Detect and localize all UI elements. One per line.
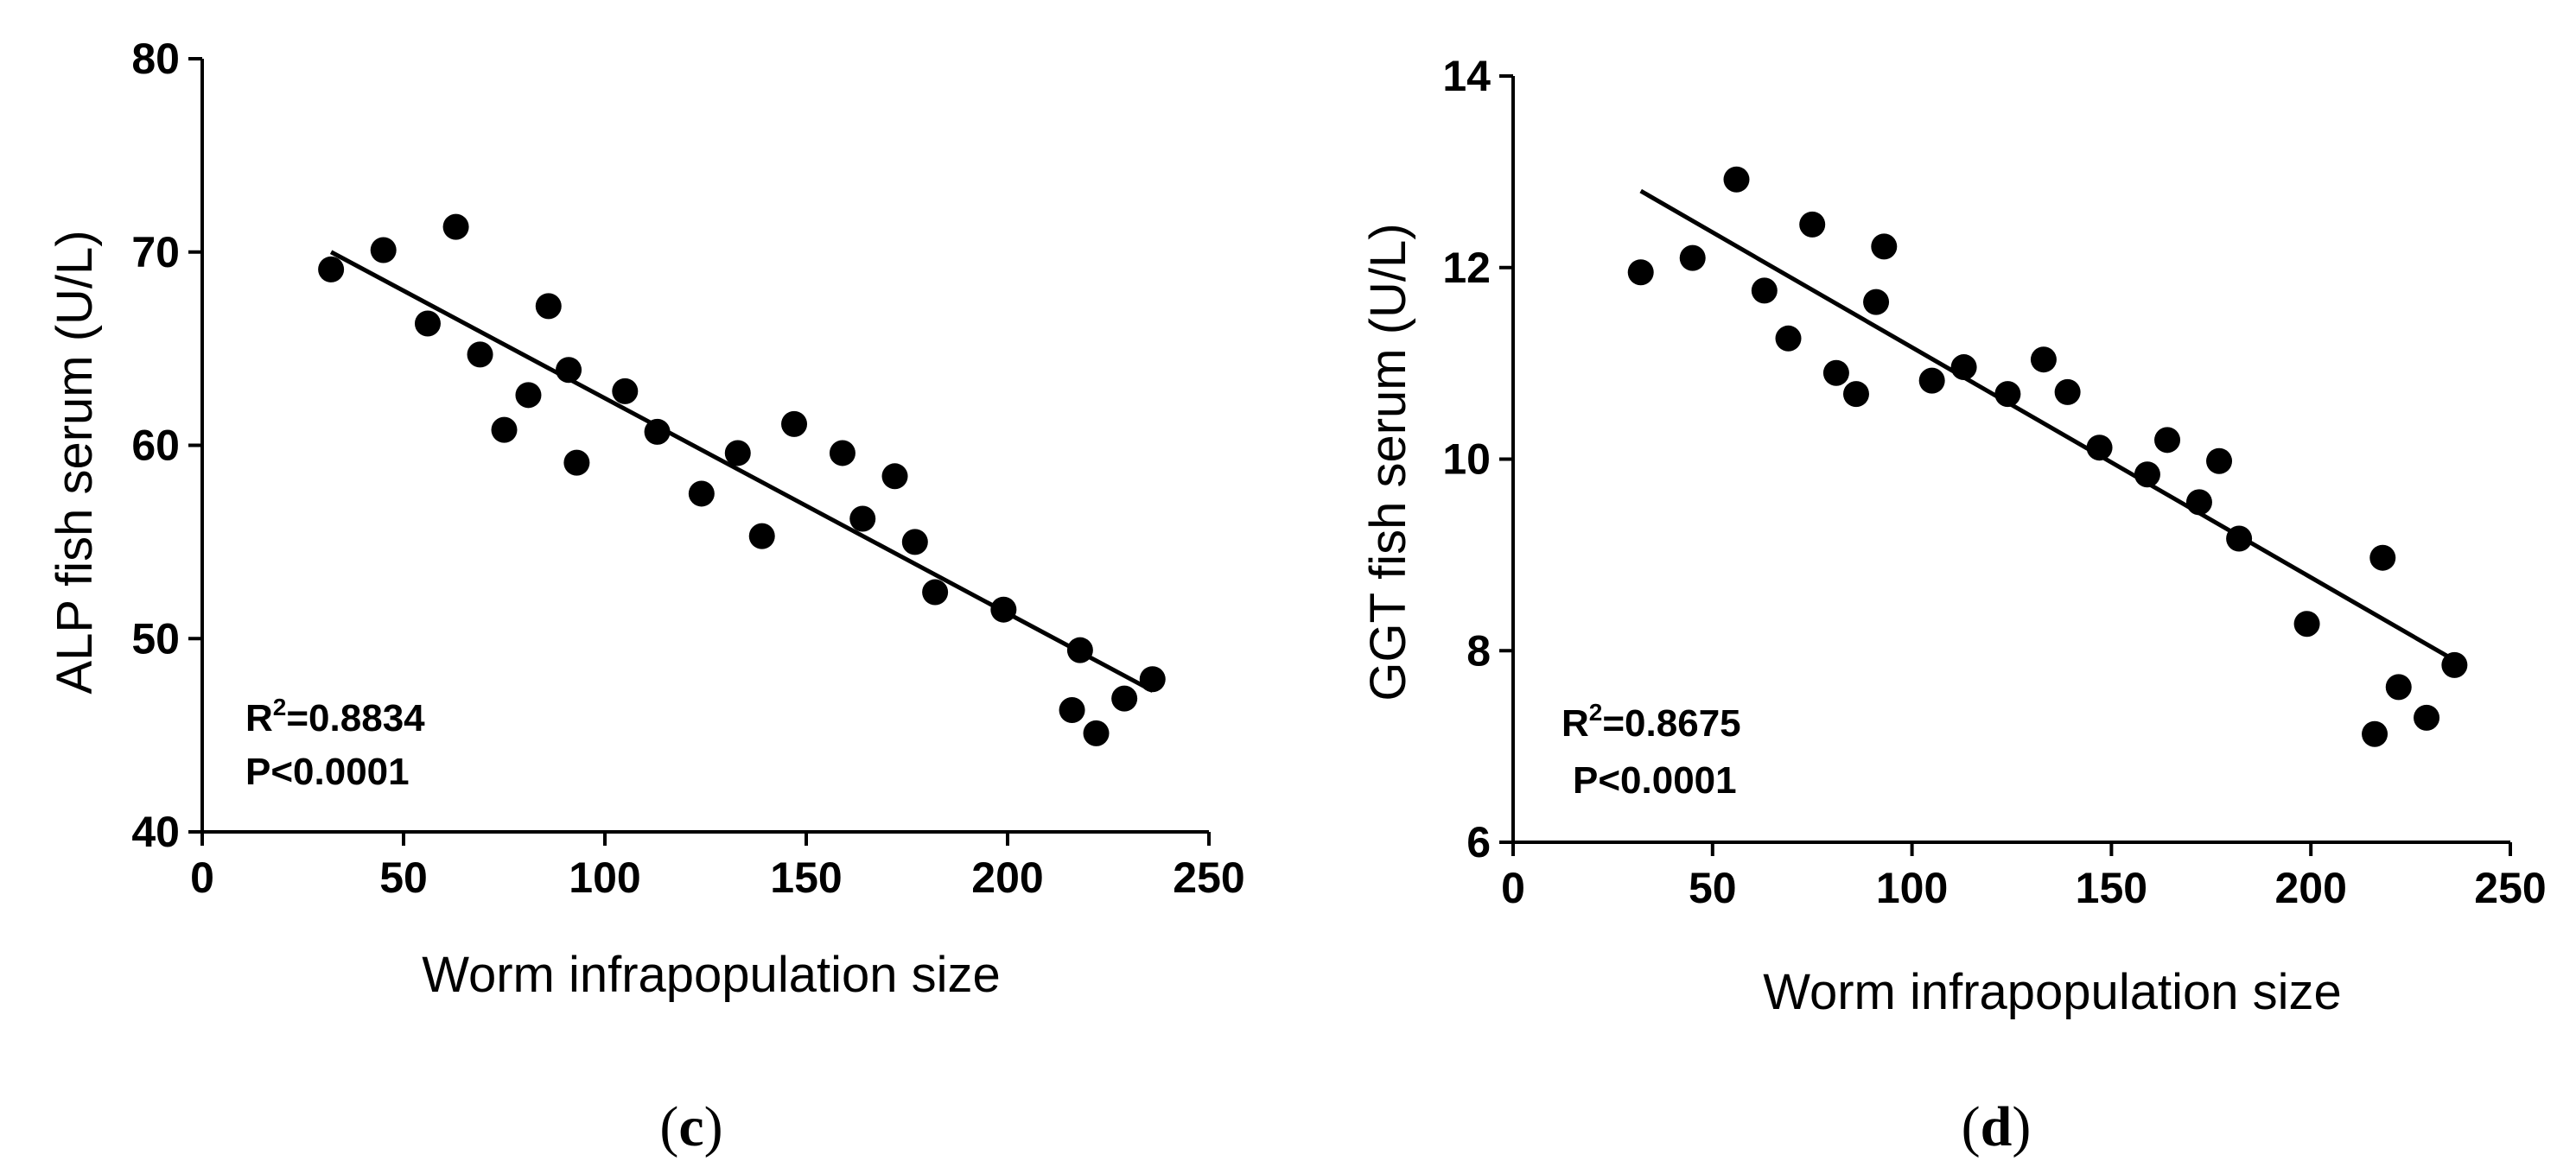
data-point-d [1627, 259, 1654, 286]
x-axis-title-c: Worm infrapopulation size [422, 947, 1000, 1003]
data-point-c [644, 418, 671, 445]
y-tick-label-d: 8 [1466, 626, 1491, 675]
data-point-c [724, 440, 751, 466]
x-tick-label-d: 0 [1501, 864, 1525, 912]
data-point-c [442, 213, 469, 240]
data-point-c [1059, 697, 1085, 724]
data-point-d [1871, 233, 1898, 260]
data-point-d [2154, 427, 2181, 454]
data-point-c [370, 237, 397, 263]
data-point-c [901, 529, 928, 555]
fit-line-c [329, 250, 1154, 693]
scatter-points-c [318, 213, 1166, 746]
data-point-d [1775, 325, 1802, 352]
regression-line-c [329, 250, 1154, 693]
data-point-c [829, 440, 855, 466]
y-tick-label-c: 60 [131, 422, 180, 470]
axes-c: 40 50 60 70 80 0 50 100 150 200 250 [131, 35, 1244, 902]
data-point-c [849, 505, 876, 532]
x-tick-label-d: 200 [2274, 864, 2346, 912]
scatter-points-d [1627, 166, 2468, 747]
data-point-d [2206, 447, 2233, 474]
data-point-c [688, 480, 715, 507]
x-tick-label-c: 0 [190, 853, 214, 902]
data-point-d [1822, 359, 1849, 386]
data-point-d [1723, 166, 1750, 193]
data-point-d [2054, 378, 2081, 405]
y-tick-label-d: 14 [1442, 52, 1491, 100]
x-axis-title-d: Worm infrapopulation size [1763, 964, 2341, 1020]
data-point-c [563, 449, 590, 476]
y-tick-label-c: 70 [131, 228, 180, 276]
panel-label-d: (d) [1962, 1095, 2032, 1158]
data-point-d [1842, 381, 1869, 408]
data-point-d [2362, 720, 2388, 747]
panel-label-c: (c) [659, 1095, 722, 1158]
data-point-c [881, 463, 908, 490]
data-point-c [781, 410, 808, 437]
x-tick-label-d: 100 [1876, 864, 1948, 912]
data-point-c [1083, 720, 1110, 746]
y-tick-label-d: 12 [1442, 244, 1491, 292]
x-tick-label-c: 100 [569, 853, 640, 902]
data-point-c [535, 293, 562, 320]
data-point-d [1863, 289, 1890, 315]
data-point-c [748, 523, 775, 549]
data-point-c [318, 256, 345, 282]
y-axis-title-c: ALP fish serum (U/L) [47, 230, 103, 694]
chart-panel-c: 40 50 60 70 80 0 50 100 150 200 250 Worm infrapopu… [47, 35, 1245, 1158]
data-point-d [2385, 674, 2412, 701]
data-point-d [1799, 211, 1826, 238]
axes-d: 6 8 10 12 14 0 50 100 150 200 250 [1442, 52, 2546, 912]
data-point-c [922, 579, 949, 606]
r-squared-c: R2=0.8834 [245, 694, 425, 739]
y-tick-label-c: 50 [131, 614, 180, 663]
y-tick-label-c: 40 [131, 808, 180, 856]
y-tick-label-c: 80 [131, 35, 180, 83]
data-point-c [414, 310, 441, 337]
x-tick-label-c: 50 [379, 853, 428, 902]
regression-line-d [1639, 188, 2456, 663]
x-tick-label-d: 150 [2076, 864, 2147, 912]
x-tick-label-d: 50 [1689, 864, 1737, 912]
p-value-c: P<0.0001 [245, 751, 410, 793]
y-tick-label-d: 10 [1442, 435, 1491, 484]
data-point-d [1679, 244, 1706, 271]
data-point-c [515, 382, 542, 409]
y-tick-label-d: 6 [1466, 818, 1491, 866]
data-point-d [1918, 367, 1945, 394]
data-point-c [612, 377, 639, 404]
y-axis-title-d: GGT fish serum (U/L) [1360, 223, 1416, 701]
data-point-d [1751, 277, 1778, 304]
data-point-c [467, 341, 493, 368]
p-value-d: P<0.0001 [1573, 759, 1737, 802]
data-point-c [1111, 685, 1138, 712]
chart-panel-d: 6 8 10 12 14 0 50 100 150 200 250 Worm infrapopula… [1360, 52, 2547, 1158]
fit-line-d [1639, 188, 2456, 663]
x-tick-label-c: 250 [1173, 853, 1244, 902]
data-point-c [491, 416, 518, 443]
data-point-d [2369, 544, 2396, 571]
x-tick-label-c: 200 [971, 853, 1043, 902]
x-tick-label-d: 250 [2474, 864, 2546, 912]
data-point-d [2414, 704, 2440, 731]
x-tick-label-c: 150 [770, 853, 842, 902]
data-point-d [2030, 346, 2057, 373]
data-point-d [2293, 611, 2320, 638]
r-squared-d: R2=0.8675 [1562, 699, 1741, 745]
